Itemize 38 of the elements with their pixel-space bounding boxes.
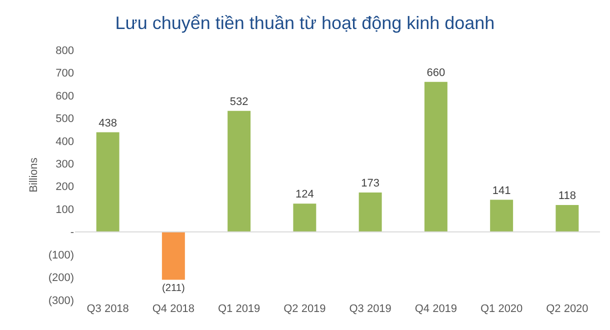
chart-title: Lưu chuyển tiền thuần từ hoạt động kinh doanh: [115, 13, 495, 34]
x-tick-label: Q3 2019: [349, 303, 392, 315]
bar: [424, 82, 448, 232]
bar: [96, 132, 120, 232]
x-tick-label: Q4 2018: [152, 303, 195, 315]
y-tick-label: 500: [56, 113, 74, 126]
y-tick-label: 600: [56, 90, 74, 102]
y-axis-title: Billions: [28, 157, 40, 192]
bar: [162, 232, 185, 280]
y-tick-label: 700: [56, 68, 74, 80]
y-tick-label: 100: [56, 204, 74, 216]
x-tick-label: Q1 2020: [480, 303, 523, 315]
y-tick-label: 200: [56, 181, 74, 194]
bar: [293, 204, 316, 232]
y-tick-label: 300: [56, 158, 74, 170]
data-label: 660: [426, 66, 446, 79]
y-tick-label: (300): [48, 294, 74, 307]
y-tick-label: (200): [48, 272, 74, 284]
data-label: 173: [361, 178, 380, 190]
y-tick-label: -: [70, 226, 74, 239]
x-tick-label: Q2 2019: [284, 303, 326, 315]
y-tick-label: 400: [56, 136, 74, 148]
bar: [358, 192, 382, 232]
y-tick-label: (100): [48, 249, 74, 262]
x-tick-label: Q2 2020: [546, 303, 588, 315]
y-tick-label: 800: [56, 44, 74, 57]
data-label: (211): [162, 283, 185, 294]
data-label: 532: [230, 96, 248, 108]
x-tick-label: Q1 2019: [218, 303, 260, 315]
data-label: 118: [558, 190, 576, 202]
data-label: 124: [296, 188, 314, 201]
x-tick-label: Q3 2018: [86, 303, 129, 315]
x-tick-label: Q4 2019: [414, 303, 458, 315]
bar: [490, 200, 514, 232]
data-label: 438: [98, 117, 117, 130]
data-label: 141: [492, 184, 511, 197]
bar: [556, 205, 579, 232]
bar: [228, 110, 251, 232]
